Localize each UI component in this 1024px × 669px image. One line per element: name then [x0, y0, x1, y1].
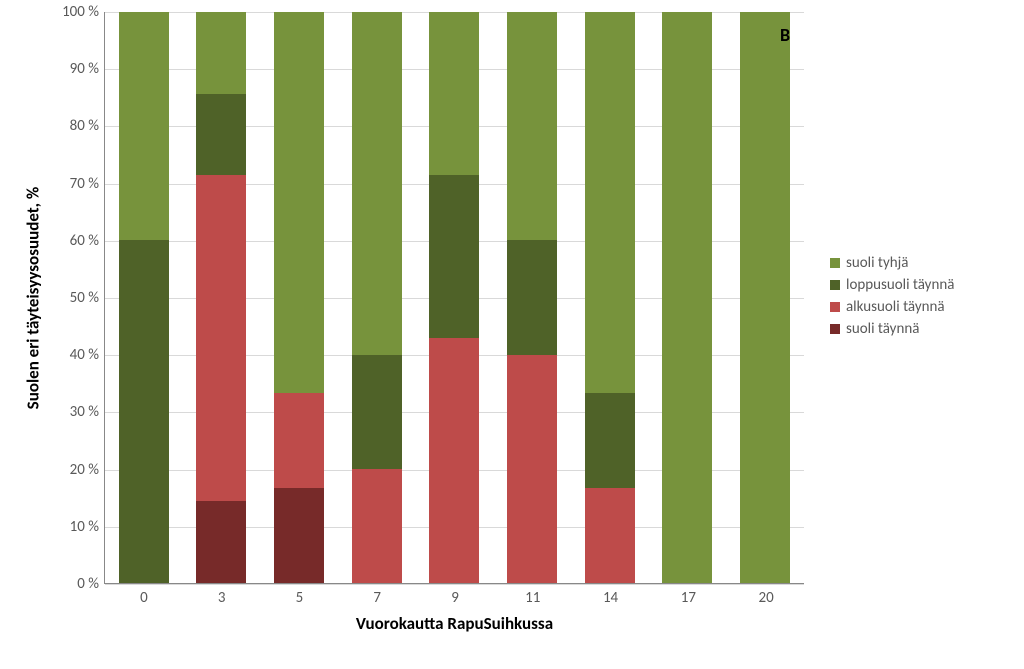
x-tick-label: 17	[681, 583, 696, 607]
y-tick-label: 80 %	[70, 117, 105, 135]
bar-segment-alkusuoli_taynna	[585, 488, 635, 583]
legend-label: suoli täynnä	[846, 320, 919, 338]
bar-segment-suoli_tyhja	[662, 12, 712, 583]
legend-item-suoli_tyhja: suoli tyhjä	[830, 254, 954, 272]
x-tick-label: 5	[296, 583, 304, 607]
bar-segment-suoli_tyhja	[740, 12, 790, 583]
bar-segment-loppusuoli_taynna	[585, 393, 635, 488]
bar-segment-loppusuoli_taynna	[352, 355, 402, 469]
bar-segment-alkusuoli_taynna	[352, 469, 402, 583]
x-tick-label: 14	[603, 583, 618, 607]
x-tick-label: 11	[525, 583, 540, 607]
bar-column	[585, 12, 635, 583]
x-tick-label: 0	[140, 583, 148, 607]
bar-column	[429, 12, 479, 583]
bar-segment-suoli_taynna	[274, 488, 324, 583]
x-tick-label: 20	[759, 583, 774, 607]
legend-item-alkusuoli_taynna: alkusuoli täynnä	[830, 298, 954, 316]
y-tick-label: 40 %	[70, 346, 105, 364]
y-tick-label: 100 %	[62, 3, 105, 21]
bar-column	[507, 12, 557, 583]
y-tick-label: 10 %	[70, 518, 105, 536]
x-tick-label: 7	[373, 583, 381, 607]
y-tick-label: 20 %	[70, 461, 105, 479]
legend-label: alkusuoli täynnä	[846, 298, 945, 316]
bar-segment-loppusuoli_taynna	[196, 94, 246, 176]
x-tick-label: 3	[218, 583, 226, 607]
bar-segment-suoli_tyhja	[274, 12, 324, 393]
bar-segment-suoli_tyhja	[585, 12, 635, 393]
y-axis-title: Suolen eri täyteisyysosuudet, %	[23, 186, 44, 409]
y-tick-label: 30 %	[70, 403, 105, 421]
x-axis-title: Vuorokautta RapuSuihkussa	[356, 613, 553, 634]
bar-segment-alkusuoli_taynna	[196, 175, 246, 501]
bar-segment-suoli_tyhja	[119, 12, 169, 240]
legend-label: suoli tyhjä	[846, 254, 908, 272]
plot-area: Suolen eri täyteisyysosuudet, % Vuorokau…	[104, 12, 804, 584]
bar-segment-loppusuoli_taynna	[429, 175, 479, 338]
bar-column	[352, 12, 402, 583]
chart-container: Suolen eri täyteisyysosuudet, % Vuorokau…	[0, 0, 1024, 669]
bar-segment-suoli_taynna	[196, 501, 246, 583]
legend-swatch	[830, 324, 840, 334]
legend-swatch	[830, 302, 840, 312]
bar-segment-loppusuoli_taynna	[507, 240, 557, 354]
bar-segment-suoli_tyhja	[429, 12, 479, 175]
bar-column	[196, 12, 246, 583]
bar-segment-suoli_tyhja	[196, 12, 246, 94]
y-tick-label: 90 %	[70, 60, 105, 78]
bar-segment-alkusuoli_taynna	[429, 338, 479, 583]
x-tick-label: 9	[451, 583, 459, 607]
legend: suoli tyhjä loppusuoli täynnä alkusuoli tä…	[830, 250, 954, 342]
bar-column	[119, 12, 169, 583]
panel-label: B	[780, 24, 790, 46]
y-tick-label: 50 %	[70, 289, 105, 307]
legend-item-suoli_taynna: suoli täynnä	[830, 320, 954, 338]
bars-group	[105, 12, 804, 583]
bar-column	[740, 12, 790, 583]
bar-column	[662, 12, 712, 583]
bar-segment-suoli_tyhja	[352, 12, 402, 355]
y-tick-label: 60 %	[70, 232, 105, 250]
legend-swatch	[830, 280, 840, 290]
legend-label: loppusuoli täynnä	[846, 276, 954, 294]
legend-swatch	[830, 258, 840, 268]
bar-segment-alkusuoli_taynna	[507, 355, 557, 583]
y-tick-label: 0 %	[77, 575, 105, 593]
legend-item-loppusuoli_taynna: loppusuoli täynnä	[830, 276, 954, 294]
y-tick-label: 70 %	[70, 175, 105, 193]
bar-segment-alkusuoli_taynna	[274, 393, 324, 488]
bar-segment-suoli_tyhja	[507, 12, 557, 240]
bar-column	[274, 12, 324, 583]
bar-segment-loppusuoli_taynna	[119, 240, 169, 583]
